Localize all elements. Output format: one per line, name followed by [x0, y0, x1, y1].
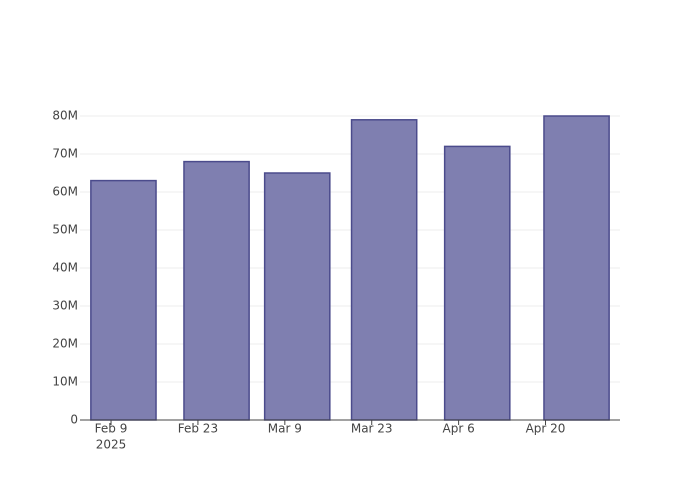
- x-tick-label: Feb 9: [95, 422, 128, 436]
- y-tick-label: 50M: [52, 223, 78, 237]
- y-tick-label: 30M: [52, 299, 78, 313]
- bar: [543, 115, 610, 421]
- y-tick-label: 60M: [52, 185, 78, 199]
- bar: [90, 179, 157, 421]
- x-tick-sublabel: 2025: [96, 438, 127, 452]
- y-tick-label: 10M: [52, 375, 78, 389]
- y-tick-label: 80M: [52, 109, 78, 123]
- y-tick-label: 20M: [52, 337, 78, 351]
- bar: [263, 172, 331, 421]
- x-tick-label: Mar 9: [268, 422, 302, 436]
- bar: [350, 119, 418, 421]
- x-tick-label: Feb 23: [178, 422, 218, 436]
- bar: [183, 160, 250, 421]
- y-tick-label: 40M: [52, 261, 78, 275]
- x-tick-label: Apr 20: [526, 422, 566, 436]
- y-tick-label: 0: [70, 413, 78, 427]
- x-tick-label: Apr 6: [443, 422, 475, 436]
- x-tick-label: Mar 23: [351, 422, 393, 436]
- y-tick-label: 70M: [52, 147, 78, 161]
- bar: [443, 145, 511, 421]
